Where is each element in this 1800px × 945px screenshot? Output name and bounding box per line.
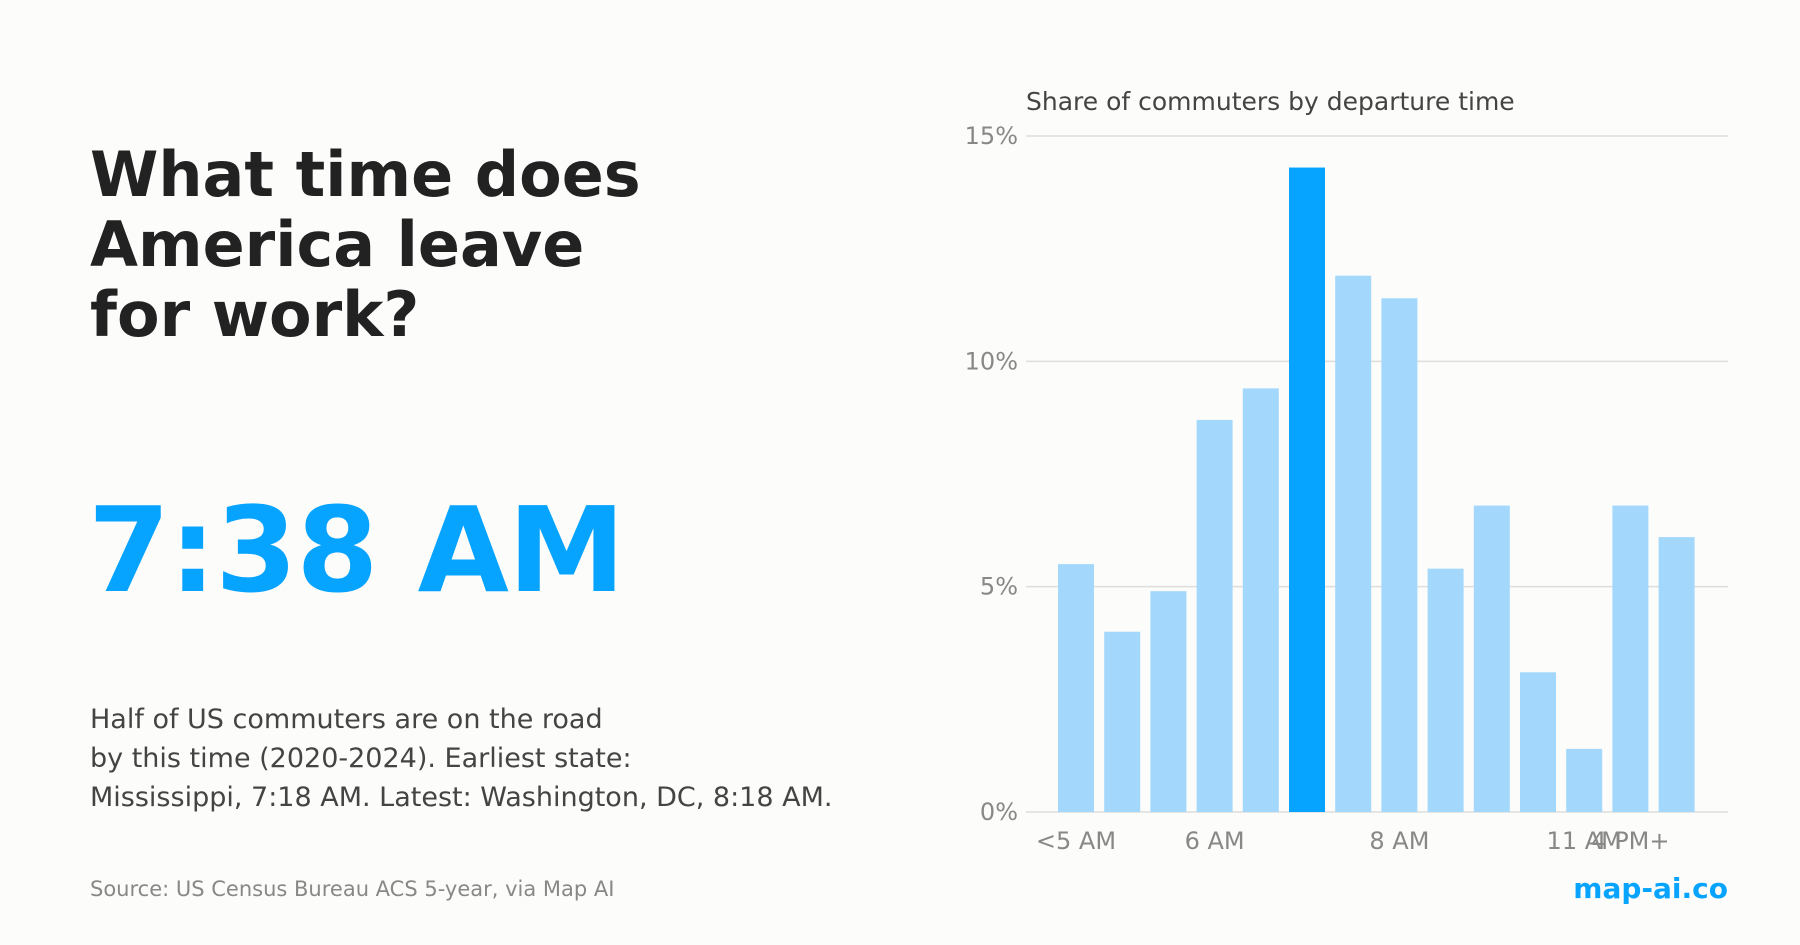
bar: [1196, 419, 1233, 812]
bar: [1658, 537, 1695, 812]
x-tick-label: <5 AM: [1036, 827, 1116, 855]
y-tick-label: 15%: [965, 122, 1018, 150]
x-tick-label: 8 AM: [1369, 827, 1429, 855]
bar: [1520, 672, 1556, 812]
bar: [1427, 568, 1464, 812]
source-note: Source: US Census Bureau ACS 5-year, via…: [90, 877, 615, 901]
chart-gridlines: [1026, 135, 1728, 813]
bar: [1335, 275, 1372, 812]
x-tick-label: 4 PM+: [1591, 827, 1669, 855]
median-departure-time: 7:38 AM: [88, 481, 625, 619]
chart-title: Share of commuters by departure time: [1026, 87, 1515, 116]
description-line: Half of US commuters are on the road: [90, 704, 603, 735]
headline-line: America leave: [90, 208, 585, 281]
bar: [1242, 388, 1279, 812]
bar: [1612, 505, 1649, 812]
bar: [1104, 631, 1141, 812]
headline-line: for work?: [90, 278, 420, 351]
chart-bars: [1058, 167, 1695, 813]
bar: [1289, 167, 1325, 813]
bar: [1058, 564, 1094, 812]
bar: [1566, 748, 1603, 812]
bar: [1473, 505, 1510, 812]
headline: What time does America leave for work?: [90, 140, 641, 350]
description-line: Mississippi, 7:18 AM. Latest: Washington…: [90, 782, 833, 813]
y-axis-labels: 0% 5% 10% 15%: [965, 122, 1018, 826]
y-tick-label: 5%: [980, 573, 1018, 601]
x-axis-labels: <5 AM 6 AM 8 AM 11 AM4 PM+: [1036, 827, 1670, 855]
brand-link[interactable]: map-ai.co: [1573, 872, 1728, 905]
x-tick-label: 11 AM: [1547, 827, 1622, 855]
y-tick-label: 0%: [980, 798, 1018, 826]
bar: [1150, 591, 1187, 812]
description-line: by this time (2020-2024). Earliest state…: [90, 743, 632, 774]
bar: [1381, 298, 1418, 812]
description: Half of US commuters are on the road by …: [90, 700, 832, 817]
headline-line: What time does: [90, 138, 641, 211]
x-tick-label: 6 AM: [1185, 827, 1245, 855]
y-tick-label: 10%: [965, 347, 1018, 375]
